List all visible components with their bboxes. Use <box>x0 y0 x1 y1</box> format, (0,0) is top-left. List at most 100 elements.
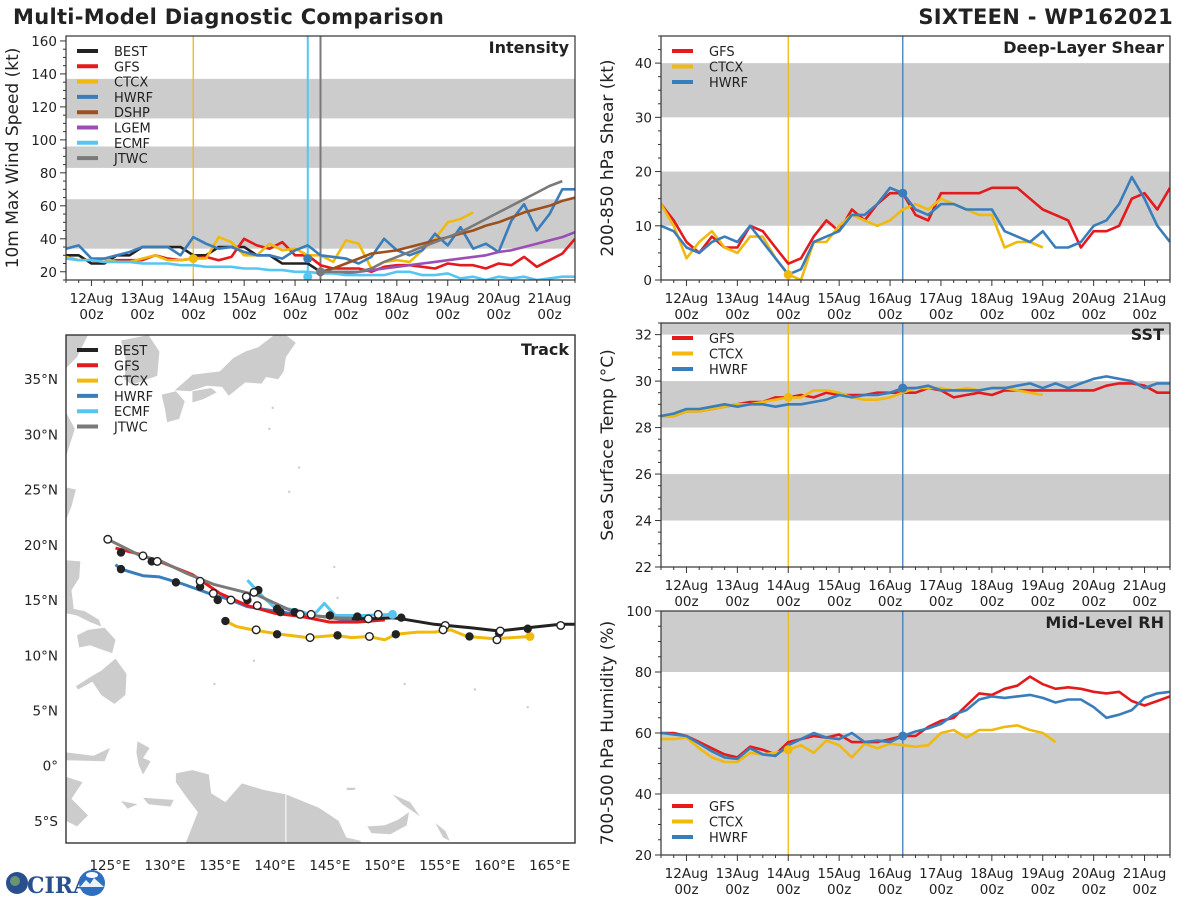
intensity-init-marker-jtwc <box>316 267 325 277</box>
track-lon-label: 140°E <box>254 858 295 874</box>
intensity-xtick-label: 00z <box>334 307 358 323</box>
track-chart: 5°S 0° 5°N 10°N 15°N 20°N 25°N 30°N 35°N 125°E 130… <box>24 334 576 874</box>
track-marker-00z <box>171 578 181 587</box>
track-line-ctcx <box>224 619 530 642</box>
rh-xtick-label: 18Aug <box>970 866 1014 882</box>
sst-xtick-label: 00z <box>1082 594 1106 610</box>
landmass-halmahera <box>136 741 151 775</box>
track-marker-00z <box>523 624 532 633</box>
island <box>403 682 406 686</box>
track-marker-12z <box>295 609 305 619</box>
track-marker-00z <box>397 613 406 622</box>
landmass-visayas <box>77 627 116 654</box>
rh-xtick-label: 13Aug <box>716 866 760 882</box>
sst-xtick-label: 17Aug <box>919 578 963 594</box>
rh-xtick-label: 00z <box>878 882 902 898</box>
legend-label-hwrf: HWRF <box>709 76 748 91</box>
sst-series-group <box>661 375 1170 418</box>
rh-xtick-label: 00z <box>980 882 1004 898</box>
sst-xtick-label: 19Aug <box>1021 578 1065 594</box>
rh-xtick-label: 00z <box>674 882 698 898</box>
track-marker-12z <box>249 587 259 597</box>
shear-band <box>661 63 1170 118</box>
track-lat-label: 35°N <box>24 372 58 388</box>
track-marker-12z <box>495 626 505 636</box>
intensity-init-marker-hwrf <box>303 254 313 264</box>
shear-xtick-label: 00z <box>674 307 698 323</box>
intensity-xtick-label: 16Aug <box>273 291 317 307</box>
landmass-new-ireland <box>392 794 420 817</box>
track-marker-00z <box>325 611 335 620</box>
track-lon-label: 165°E <box>529 858 570 874</box>
shear-ytick-label: 40 <box>635 56 652 72</box>
rh-line-ctcx <box>661 724 1057 764</box>
sst-xtick-label: 00z <box>1031 594 1055 610</box>
track-panel-title: Track <box>521 340 569 359</box>
shear-xtick-label: 00z <box>1031 307 1055 323</box>
sst-ytick-label: 22 <box>635 560 652 576</box>
track-marker-12z <box>556 620 566 630</box>
track-lat-label: 15°N <box>24 593 58 609</box>
main-title: Multi-Model Diagnostic Comparison <box>13 5 445 29</box>
sst-xtick-label: 21Aug <box>1123 578 1167 594</box>
track-marker-12z <box>208 588 218 598</box>
legend-label-hwrf: HWRF <box>709 831 748 846</box>
rh-ytick-label: 60 <box>635 726 652 742</box>
sst-xtick-label: 12Aug <box>665 578 709 594</box>
landmass-china-coast <box>66 335 88 457</box>
rh-init-marker-hwrf <box>898 731 908 741</box>
rh-xtick-label: 19Aug <box>1021 866 1065 882</box>
landmass-new-guinea <box>175 770 361 843</box>
intensity-init-marker-ecmf <box>303 272 313 280</box>
track-lon-label: 150°E <box>364 858 405 874</box>
legend-label-ctcx: CTCX <box>709 61 743 76</box>
landmass-korea <box>121 335 160 385</box>
track-marker-12z <box>152 556 162 566</box>
legend-label-ctcx: CTCX <box>114 76 148 91</box>
legend-label-hwrf: HWRF <box>709 363 748 378</box>
shear-xtick-label: 00z <box>776 307 800 323</box>
island <box>271 406 274 410</box>
track-end-marker-ctcx <box>525 631 535 641</box>
intensity-panel-title: Intensity <box>489 38 570 57</box>
sst-line-hwrf <box>661 375 1170 418</box>
legend-label-hwrf: HWRF <box>114 390 153 405</box>
landmass-taiwan <box>66 487 76 520</box>
island <box>213 682 216 686</box>
rh-xtick-label: 21Aug <box>1123 866 1167 882</box>
rh-panel-title: Mid-Level RH <box>1045 613 1164 632</box>
sst-band <box>661 323 1170 335</box>
rh-xtick-label: 20Aug <box>1072 866 1116 882</box>
track-marker-12z <box>138 551 148 561</box>
shear-xtick-label: 16Aug <box>868 291 912 307</box>
intensity-ytick-label: 40 <box>40 232 57 248</box>
rh-ylabel: 700-500 hPa Humidity (%) <box>598 621 618 845</box>
island <box>268 427 271 431</box>
intensity-ylabel: 10m Max Wind Speed (kt) <box>3 48 23 269</box>
intensity-xtick-label: 00z <box>283 307 307 323</box>
shear-ytick-label: 0 <box>643 273 652 289</box>
legend-label-ctcx: CTCX <box>114 375 148 390</box>
sst-xtick-label: 13Aug <box>716 578 760 594</box>
intensity-ytick-label: 20 <box>40 265 57 281</box>
rh-xtick-label: 00z <box>1132 882 1156 898</box>
legend-label-ecmf: ECMF <box>114 405 150 420</box>
legend-label-dshp: DSHP <box>114 106 150 121</box>
shear-ytick-label: 30 <box>635 110 652 126</box>
track-lat-label: 0° <box>43 759 58 775</box>
track-lon-label: 155°E <box>419 858 460 874</box>
intensity-ytick-label: 60 <box>40 199 57 215</box>
track-line-jtwc <box>107 537 380 621</box>
landmass-manus <box>346 787 357 790</box>
rh-series-group <box>661 675 1170 764</box>
intensity-xtick-label: 21Aug <box>528 291 572 307</box>
track-lat-label: 10°N <box>24 648 58 664</box>
island <box>297 466 301 469</box>
intensity-line-ctcx <box>66 211 474 270</box>
rh-xtick-label: 00z <box>776 882 800 898</box>
track-marker-00z <box>221 616 230 626</box>
intensity-init-marker-ctcx <box>188 254 198 264</box>
rh-xtick-label: 15Aug <box>817 866 861 882</box>
